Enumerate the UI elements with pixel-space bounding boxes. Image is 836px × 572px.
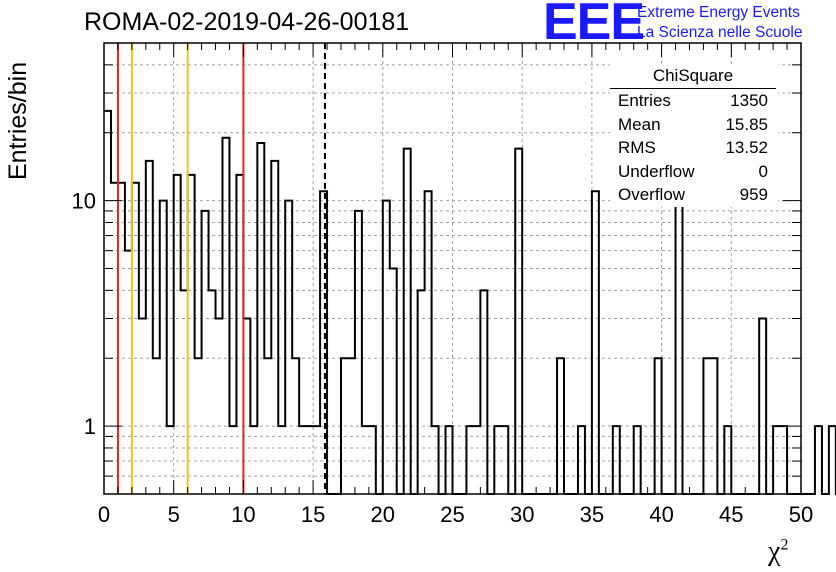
- x-tick-label: 30: [510, 502, 534, 527]
- stats-label: Entries: [618, 91, 671, 110]
- logo-caption: Extreme Energy Events La Scienza nelle S…: [637, 3, 802, 43]
- stats-box: ChiSquare Entries 1350 Mean 15.85 RMS 13…: [610, 64, 778, 207]
- y-tick-label: 1: [84, 414, 96, 439]
- x-tick-label: 35: [580, 502, 604, 527]
- x-tick-label: 10: [231, 502, 255, 527]
- x-tick-label: 25: [440, 502, 464, 527]
- stats-row-entries: Entries 1350: [610, 89, 778, 113]
- marker-lines-layer: [116, 43, 326, 494]
- logo-caption-line2: La Scienza nelle Scuole: [637, 24, 803, 41]
- eee-logo: EEE: [543, 0, 645, 51]
- x-tick-label: 0: [98, 502, 110, 527]
- chart-title: ROMA-02-2019-04-26-00181: [84, 8, 410, 36]
- tick-layer: 0 5 10 15 20 25 30 35 40 45 50 1 10: [72, 42, 813, 527]
- stats-label: Mean: [618, 114, 661, 134]
- stats-label: Underflow: [618, 161, 695, 181]
- x-tick-label: 5: [168, 502, 180, 527]
- stats-title: ChiSquare: [610, 64, 776, 89]
- stats-row-rms: RMS 13.52: [610, 136, 778, 160]
- stats-row-mean: Mean 15.85: [610, 113, 778, 137]
- x-tick-label: 15: [301, 502, 325, 527]
- stats-value: 0: [758, 161, 768, 181]
- x-tick-label: 45: [719, 502, 743, 527]
- stats-value: 15.85: [725, 114, 768, 134]
- logo-caption-line1: Extreme Energy Events: [637, 4, 800, 21]
- stats-label: RMS: [618, 138, 656, 157]
- x-tick-label: 40: [649, 502, 673, 527]
- x-axis-label: χ2: [768, 536, 789, 567]
- stats-row-overflow: Overflow 959: [610, 183, 778, 207]
- y-tick-label: 10: [72, 189, 96, 214]
- stats-value: 13.52: [725, 138, 768, 157]
- stats-value: 959: [739, 185, 768, 204]
- stats-label: Overflow: [618, 185, 686, 204]
- y-axis-label: Entries/bin: [4, 61, 32, 180]
- x-tick-label: 50: [789, 502, 813, 527]
- x-tick-label: 20: [371, 502, 395, 527]
- stats-row-underflow: Underflow 0: [610, 160, 778, 184]
- stats-value: 1350: [730, 91, 768, 110]
